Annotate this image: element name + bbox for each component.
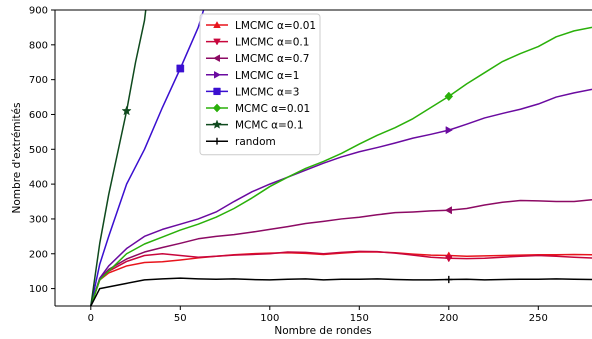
y-tick-label: 800 xyxy=(29,40,48,51)
y-tick-label: 600 xyxy=(29,110,48,121)
series-8-line xyxy=(90,277,592,306)
x-tick-label: 200 xyxy=(439,313,458,324)
legend-label: LMCMC α=0.01 xyxy=(235,20,316,32)
x-tick-label: 0 xyxy=(88,313,94,324)
series-4-marker xyxy=(445,126,453,135)
y-axis-label: Nombre d'extrémités xyxy=(11,103,23,214)
y-tick-label: 300 xyxy=(29,214,48,225)
x-tick-label: 100 xyxy=(260,313,279,324)
series-7-marker xyxy=(121,105,132,116)
legend-label: LMCMC α=1 xyxy=(235,70,299,82)
legend-label: random xyxy=(235,136,276,148)
legend-marker xyxy=(213,137,221,145)
y-tick-label: 700 xyxy=(29,75,48,86)
series-5-line xyxy=(90,10,205,306)
x-tick-label: 50 xyxy=(174,313,187,324)
series-3-marker xyxy=(444,206,452,215)
series-6-line xyxy=(90,26,592,306)
x-tick-label: 250 xyxy=(529,313,548,324)
y-tick-label: 100 xyxy=(29,284,48,295)
x-axis-label: Nombre de rondes xyxy=(274,325,371,337)
series-8-marker xyxy=(445,275,453,284)
legend-marker xyxy=(212,103,222,113)
plot-area xyxy=(55,10,592,306)
y-tick-label: 900 xyxy=(29,6,48,17)
legend-label: LMCMC α=0.1 xyxy=(235,37,309,49)
legend-marker xyxy=(213,21,221,28)
legend-label: LMCMC α=3 xyxy=(235,86,299,98)
y-tick-label: 500 xyxy=(29,145,48,156)
series-4-line xyxy=(90,88,592,306)
series-3-line xyxy=(90,199,592,306)
legend-box xyxy=(199,13,321,156)
legend-label: MCMC α=0.01 xyxy=(235,103,310,115)
legend-label: MCMC α=0.1 xyxy=(235,120,304,132)
legend-marker xyxy=(212,119,222,129)
series-7-line xyxy=(90,10,147,306)
series-6-marker xyxy=(444,91,454,102)
legend-marker xyxy=(213,38,221,46)
series-2-marker xyxy=(444,255,453,263)
legend-marker xyxy=(213,87,221,96)
x-tick-label: 150 xyxy=(350,313,369,324)
y-tick-label: 200 xyxy=(29,249,48,260)
legend-label: LMCMC α=0.7 xyxy=(235,53,309,65)
series-5-marker xyxy=(176,64,185,73)
y-tick-label: 400 xyxy=(29,180,48,191)
legend-marker xyxy=(213,54,220,63)
legend-marker xyxy=(214,70,221,79)
series-2-line xyxy=(90,250,592,306)
